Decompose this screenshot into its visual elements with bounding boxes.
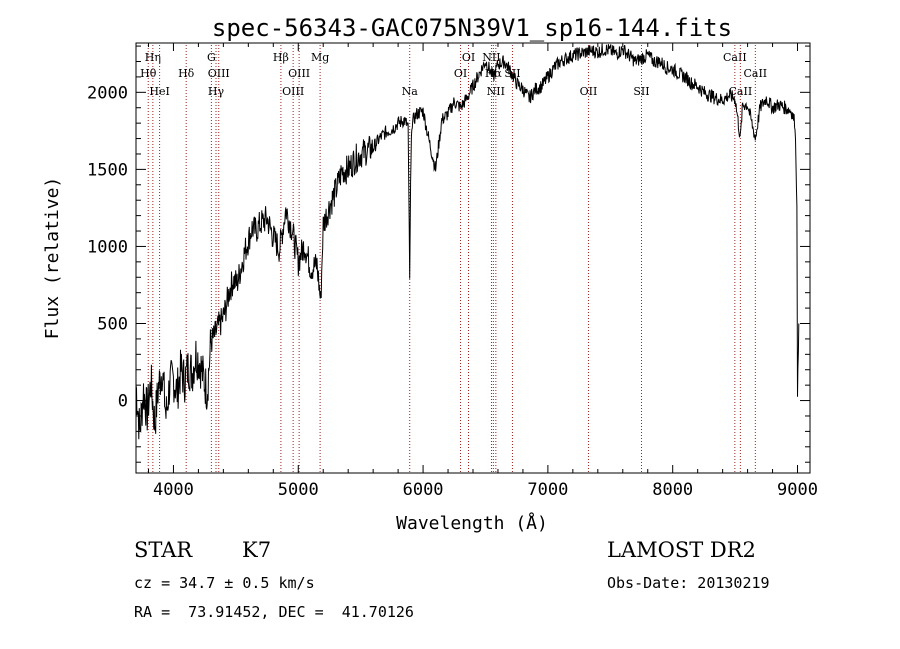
- coordinates-readout: RA = 73.91452, DEC = 41.70126: [134, 603, 414, 621]
- x-tick-label-0: 4000: [153, 480, 194, 500]
- survey-name: LAMOST DR2: [607, 538, 756, 562]
- x-tick-label-4: 8000: [652, 480, 693, 500]
- x-tick-label-3: 7000: [527, 480, 568, 500]
- line-label-18: OII: [580, 85, 598, 98]
- spectrum-line: [135, 43, 800, 440]
- x-tick-label-5: 9000: [777, 480, 818, 500]
- line-label-3: Hδ: [178, 67, 195, 80]
- line-label-13: OI: [462, 51, 475, 64]
- x-axis: 4000 5000 6000 7000 8000 9000: [147, 43, 818, 500]
- line-label-0: Hη: [145, 51, 161, 64]
- y-tick-label-3: 1500: [87, 160, 128, 180]
- plot-frame: [135, 42, 811, 474]
- chart-title: spec-56343-GAC075N39V1_sp16-144.fits: [212, 14, 732, 42]
- subclass: K7: [242, 538, 272, 562]
- line-label-4: G: [207, 51, 216, 64]
- y-tick-label-1: 500: [97, 315, 128, 335]
- line-label-1: Hθ: [140, 67, 157, 80]
- spectrum-series: [135, 43, 800, 440]
- x-tick-label-1: 5000: [278, 480, 319, 500]
- object-class: STAR: [134, 538, 193, 562]
- y-tick-label-4: 2000: [87, 83, 128, 103]
- line-label-11: Na: [402, 85, 419, 98]
- line-label-5: OIII: [208, 67, 230, 80]
- line-label-22: CaII: [743, 67, 767, 80]
- line-label-6: Hγ: [208, 85, 225, 98]
- x-axis-label: Wavelength (Å): [396, 512, 548, 534]
- line-label-8: OIII: [282, 85, 304, 98]
- line-label-16: NII: [487, 85, 505, 98]
- line-label-20: CaII: [723, 51, 747, 64]
- line-label-9: OIII: [288, 67, 310, 80]
- line-label-12: OI: [454, 67, 467, 80]
- x-tick-label-2: 6000: [403, 480, 444, 500]
- line-label-10: Mg: [311, 51, 329, 64]
- line-label-2: HeI: [149, 85, 169, 98]
- line-label-19: SII: [633, 85, 649, 98]
- y-tick-label-0: 0: [118, 392, 128, 412]
- observation-date: Obs-Date: 20130219: [607, 574, 770, 592]
- redshift-readout: cz = 34.7 ± 0.5 km/s: [134, 574, 315, 592]
- line-label-7: Hβ: [273, 51, 289, 64]
- y-axis-label: Flux (relative): [42, 177, 63, 340]
- y-tick-label-2: 1000: [87, 237, 128, 257]
- line-label-21: CaII: [729, 85, 753, 98]
- y-axis: 0 500 1000 1500 2000: [87, 45, 810, 463]
